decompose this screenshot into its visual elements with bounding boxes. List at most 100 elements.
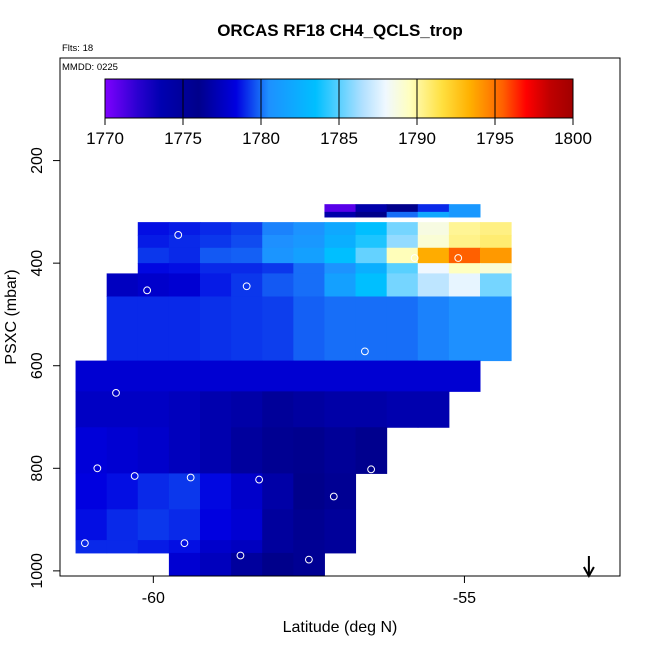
heatmap-cell <box>231 234 263 249</box>
heatmap-cell <box>417 222 450 236</box>
heatmap-cell <box>200 540 232 554</box>
heatmap-cell <box>200 427 232 474</box>
heatmap-cells <box>75 204 512 576</box>
data-point <box>410 254 419 262</box>
plot-frame <box>59 57 621 577</box>
data-point <box>236 551 245 560</box>
heatmap-cell <box>293 509 325 541</box>
heatmap-cell <box>137 273 170 297</box>
heatmap-cell <box>106 296 139 362</box>
heatmap-cell <box>355 263 388 274</box>
heatmap-cell <box>386 391 419 428</box>
heatmap-cell <box>324 247 357 264</box>
heatmap-cell <box>75 360 108 392</box>
heatmap-cell <box>262 247 294 264</box>
chart-title: ORCAS RF18 CH4_QCLS_trop <box>217 21 463 40</box>
colorbar-tick-label: 1785 <box>320 129 358 148</box>
heatmap-cell <box>106 540 139 554</box>
heatmap-cell <box>262 540 294 554</box>
colorbar-tick-label: 1795 <box>476 129 514 148</box>
heatmap-cell <box>137 234 170 249</box>
data-point <box>360 556 369 565</box>
heatmap-cell <box>231 247 263 264</box>
heatmap-cell <box>75 391 108 428</box>
heatmap-cell <box>137 360 170 392</box>
heatmap-cell <box>417 360 450 392</box>
heatmap-cell <box>231 360 263 392</box>
heatmap-cell <box>75 540 108 554</box>
heatmap-cell <box>324 540 357 554</box>
heatmap-cell <box>480 296 512 362</box>
heatmap-cell <box>355 273 388 297</box>
heatmap-cell <box>417 391 450 428</box>
heatmap-cell <box>137 391 170 428</box>
heatmap-cell <box>448 222 481 236</box>
heatmap-cell <box>75 473 108 510</box>
heatmap-cell <box>168 273 201 297</box>
data-points <box>80 210 537 565</box>
data-point <box>93 464 102 473</box>
heatmap-cell <box>355 211 388 218</box>
y-tick-label: 400 <box>29 250 46 277</box>
heatmap-cell <box>200 552 232 576</box>
heatmap-cell <box>355 427 388 474</box>
heatmap-cell <box>293 273 325 297</box>
colorbar-tick-label: 1775 <box>164 129 202 148</box>
heatmap-cell <box>480 234 512 249</box>
data-point <box>367 465 376 474</box>
data-point <box>242 282 251 291</box>
heatmap-cell <box>168 222 201 236</box>
data-point <box>186 473 195 482</box>
heatmap-cell <box>324 211 357 218</box>
heatmap-cell <box>324 391 357 428</box>
data-point <box>528 296 537 304</box>
heatmap-cell <box>137 247 170 264</box>
heatmap-cell <box>75 509 108 541</box>
y-axis: 200 400 600 800 1000 <box>29 147 60 589</box>
heatmap-cell <box>448 296 481 362</box>
colorbar-tick-label: 1770 <box>86 129 124 148</box>
heatmap-cell <box>168 552 201 576</box>
heatmap-cell <box>324 263 357 274</box>
heatmap-cell <box>106 509 139 541</box>
heatmap-cell <box>480 222 512 236</box>
heatmap-cell <box>200 509 232 541</box>
heatmap-cell <box>231 273 263 297</box>
heatmap-cell <box>417 234 450 249</box>
y-tick-label: 800 <box>29 455 46 482</box>
colorbar-tick-label: 1780 <box>242 129 280 148</box>
heatmap-cell <box>324 296 357 362</box>
heatmap-cell <box>137 509 170 541</box>
heatmap-cell <box>262 427 294 474</box>
heatmap-cell <box>386 296 419 362</box>
heatmap-cell <box>417 263 450 274</box>
heatmap-cell <box>324 360 357 392</box>
heatmap-cell <box>200 263 232 274</box>
heatmap-cell <box>448 234 481 249</box>
flights-label: Flts: 18 <box>62 43 93 54</box>
heatmap-cell <box>355 234 388 249</box>
y-tick-label: 600 <box>29 352 46 379</box>
heatmap-cell <box>355 222 388 236</box>
y-tick-label: 200 <box>29 147 46 174</box>
heatmap-cell <box>168 473 201 510</box>
heatmap-cell <box>231 509 263 541</box>
heatmap-cell <box>231 296 263 362</box>
heatmap-cell <box>324 204 357 213</box>
heatmap-cell <box>324 473 357 510</box>
heatmap-cell <box>231 222 263 236</box>
heatmap-cell <box>448 360 481 392</box>
heatmap-cell <box>386 204 419 213</box>
heatmap-cell <box>417 247 450 264</box>
heatmap-cell <box>417 211 450 218</box>
heatmap-cell <box>137 473 170 510</box>
heatmap-cell <box>386 247 419 264</box>
heatmap-cell <box>262 360 294 392</box>
heatmap-cell <box>137 540 170 554</box>
heatmap-cell <box>168 234 201 249</box>
heatmap-cell <box>168 247 201 264</box>
x-axis: -60 -55 <box>142 576 476 607</box>
heatmap-cell <box>448 204 481 213</box>
heatmap-cell <box>168 427 201 474</box>
